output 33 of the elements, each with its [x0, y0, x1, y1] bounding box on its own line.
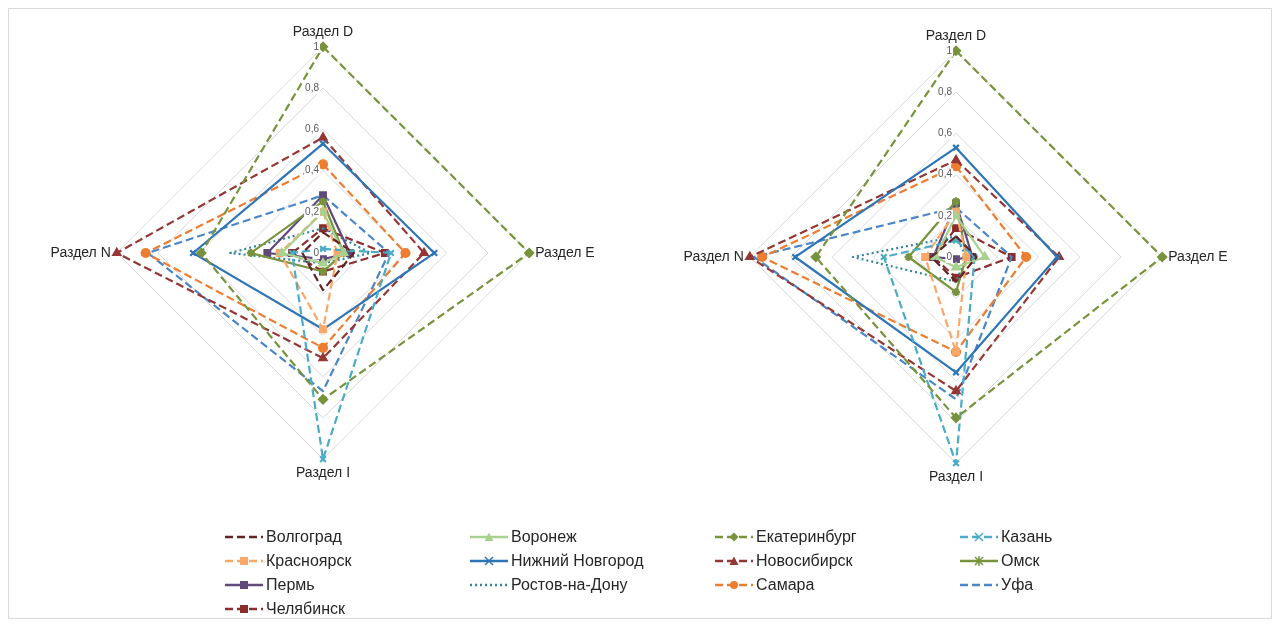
spoke-label: Раздел N — [50, 243, 111, 260]
legend-label: Пермь — [266, 576, 315, 594]
spoke-label: Раздел E — [535, 243, 595, 260]
spoke-label: Раздел D — [292, 23, 354, 40]
legend-label: Нижний Новгород — [511, 552, 644, 570]
y-tick-label: 0,8 — [305, 81, 320, 93]
legend-label: Ростов-на-Дону — [511, 576, 628, 594]
y-tick-label: 0,6 — [938, 127, 953, 139]
y-tick-label: 0,8 — [938, 85, 953, 97]
y-tick-label: 0,2 — [938, 209, 953, 221]
y-tick-label: 0,2 — [305, 205, 320, 217]
y-tick-label: 0,6 — [305, 123, 320, 135]
legend-label: Новосибирск — [756, 552, 853, 570]
y-tick-label: 0 — [946, 250, 953, 262]
legend-label: Красноярск — [266, 552, 352, 570]
y-tick-label: 0 — [313, 246, 320, 258]
legend-label: Уфа — [1001, 576, 1034, 594]
legend-label: Челябинск — [266, 600, 345, 618]
spoke-label: Раздел I — [295, 464, 351, 481]
spoke-label: Раздел I — [928, 468, 984, 485]
legend-label: Волгоград — [266, 528, 342, 546]
y-tick-label: 1 — [313, 40, 320, 52]
spoke-label: Раздел D — [925, 27, 987, 44]
legend-label: Казань — [1001, 528, 1053, 546]
legend-label: Екатеринбург — [756, 528, 857, 546]
y-tick-label: 0,4 — [938, 168, 953, 180]
spoke-label: Раздел N — [683, 247, 744, 264]
legend-label: Самара — [756, 576, 815, 594]
y-tick-label: 1 — [946, 44, 953, 56]
legend-label: Воронеж — [511, 528, 577, 546]
y-tick-label: 0,4 — [305, 164, 320, 176]
spoke-label: Раздел E — [1168, 247, 1228, 264]
legend-label: Омск — [1001, 552, 1040, 570]
